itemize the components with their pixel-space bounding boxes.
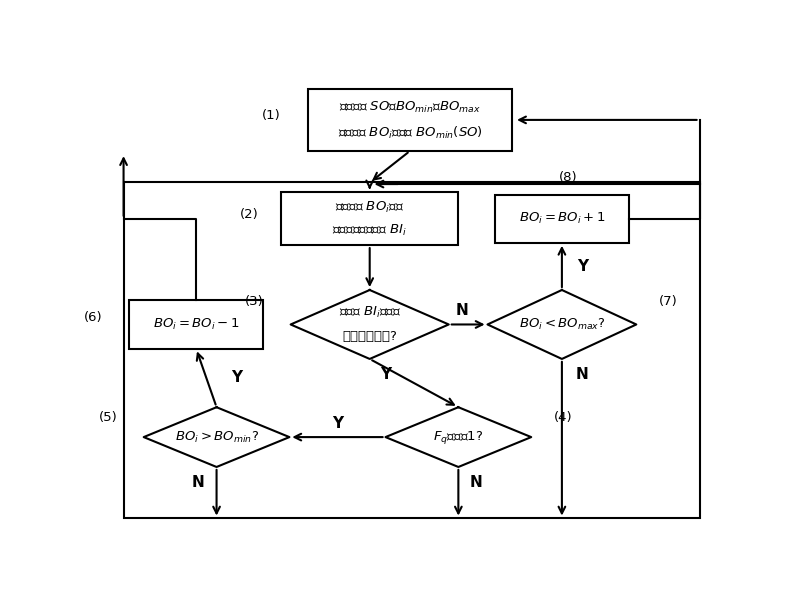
Polygon shape: [487, 290, 636, 359]
Bar: [282, 192, 458, 245]
Text: Y: Y: [380, 367, 390, 381]
Text: 设置常量 $SO$、$BO_{min}$、$BO_{max}$: 设置常量 $SO$、$BO_{min}$、$BO_{max}$: [339, 100, 481, 115]
Text: 信标间隔周期长度 $BI_i$: 信标间隔周期长度 $BI_i$: [332, 223, 407, 238]
Bar: [130, 300, 262, 349]
Text: $F_q$字段为1?: $F_q$字段为1?: [434, 429, 483, 445]
Text: 利用当前 $BO_i$计算: 利用当前 $BO_i$计算: [335, 200, 404, 215]
Polygon shape: [144, 407, 290, 467]
Text: (7): (7): [659, 295, 678, 308]
Text: 设置变量 $BO_i$初値为 $BO_{min}(SO)$: 设置变量 $BO_i$初値为 $BO_{min}(SO)$: [338, 125, 482, 141]
Text: (6): (6): [84, 311, 103, 324]
Text: (8): (8): [558, 171, 578, 184]
Text: N: N: [470, 475, 482, 490]
Text: (1): (1): [262, 109, 281, 122]
Text: $BO_i = BO_i+1$: $BO_i = BO_i+1$: [518, 211, 606, 226]
Text: 有数据帧收到?: 有数据帧收到?: [342, 330, 397, 343]
Text: N: N: [191, 475, 204, 490]
Polygon shape: [290, 290, 449, 359]
Text: (2): (2): [240, 208, 258, 221]
Text: $BO_i = BO_i-1$: $BO_i = BO_i-1$: [153, 317, 239, 332]
Bar: [495, 195, 629, 243]
Bar: [123, 182, 699, 518]
Text: (4): (4): [554, 411, 573, 424]
Text: (3): (3): [246, 295, 264, 308]
Polygon shape: [386, 407, 531, 467]
Text: Y: Y: [332, 416, 343, 431]
Text: Y: Y: [231, 370, 242, 386]
Text: N: N: [576, 367, 589, 381]
Text: $BO_i > BO_{min}$?: $BO_i > BO_{min}$?: [174, 430, 258, 445]
Text: Y: Y: [577, 259, 588, 274]
Bar: [308, 89, 512, 151]
Text: (5): (5): [98, 411, 117, 424]
Text: 本周期 $BI_i$时隙内: 本周期 $BI_i$时隙内: [338, 305, 401, 320]
Text: N: N: [455, 303, 468, 318]
Text: $BO_i < BO_{max}$?: $BO_i < BO_{max}$?: [518, 317, 606, 332]
